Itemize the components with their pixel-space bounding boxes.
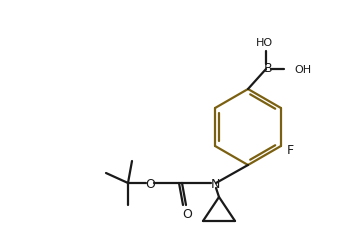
Text: OH: OH	[294, 65, 311, 75]
Text: O: O	[145, 178, 155, 191]
Text: N: N	[210, 178, 220, 191]
Text: O: O	[182, 208, 192, 220]
Text: HO: HO	[255, 38, 273, 48]
Text: F: F	[286, 143, 293, 156]
Text: B: B	[264, 62, 272, 75]
